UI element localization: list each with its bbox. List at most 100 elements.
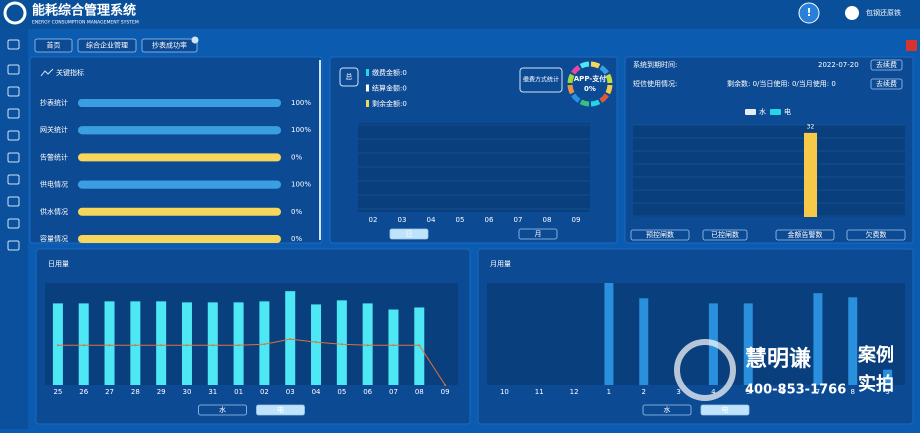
donut-label: APP-支付 <box>574 74 606 83</box>
panel-title: 关键指标 <box>56 68 84 77</box>
close-all-button[interactable] <box>906 40 917 51</box>
bar <box>285 291 296 385</box>
tab-close[interactable] <box>191 36 199 44</box>
bar-value: 32 <box>807 123 815 130</box>
button[interactable] <box>642 404 692 416</box>
tab[interactable] <box>77 38 137 53</box>
category-button[interactable] <box>775 229 835 241</box>
indicator-label: 容量情况 <box>40 234 68 243</box>
nav-icon[interactable] <box>7 39 20 50</box>
button[interactable] <box>870 59 903 71</box>
line-point <box>289 338 292 341</box>
legend-label: 缴费金额:0 <box>372 68 407 77</box>
indicator-value: 100% <box>291 181 311 189</box>
nav-icon[interactable] <box>7 152 20 163</box>
tab[interactable] <box>34 38 73 53</box>
line-point <box>211 344 214 347</box>
nav-icon[interactable] <box>7 130 20 141</box>
x-tick-label: 12 <box>570 388 579 396</box>
line-point <box>108 344 111 347</box>
watermark-logo <box>674 339 736 401</box>
indicator-label: 网关统计 <box>40 125 68 134</box>
x-tick-label: 2 <box>642 388 646 396</box>
x-tick-label: 25 <box>53 388 62 396</box>
indicator-value: 100% <box>291 126 311 134</box>
notification-icon: ! <box>806 6 811 19</box>
line-point <box>56 344 59 347</box>
indicator-label: 抄表统计 <box>40 98 68 107</box>
bar <box>813 293 823 385</box>
bar <box>414 307 425 385</box>
button[interactable] <box>518 228 558 240</box>
nav-icon[interactable] <box>7 240 20 251</box>
x-tick-label: 02 <box>369 216 378 224</box>
method-title: 缴费方式统计 <box>523 76 559 84</box>
tab-label: 抄表成功率 <box>152 41 187 50</box>
line-point <box>237 344 240 347</box>
bar <box>78 303 89 385</box>
x-tick-label: 05 <box>456 216 465 224</box>
button[interactable] <box>198 404 247 416</box>
nav-icon[interactable] <box>7 108 20 119</box>
line-point <box>134 344 137 347</box>
bar <box>156 301 167 385</box>
donut-segment <box>605 84 613 95</box>
bar <box>130 301 141 385</box>
nav-icon[interactable] <box>7 64 20 75</box>
watermark-tag: 实拍 <box>858 373 894 395</box>
total-label: 总 <box>346 72 353 81</box>
logo <box>3 1 27 25</box>
user-name[interactable]: 包钢还原铁 <box>866 8 901 17</box>
line-point <box>82 344 85 347</box>
x-tick-label: 9 <box>885 388 889 396</box>
category-button[interactable] <box>630 229 690 241</box>
button[interactable] <box>256 404 305 416</box>
button[interactable] <box>700 404 750 416</box>
donut-segment <box>567 84 575 95</box>
donut-segment <box>579 61 590 69</box>
notification-button[interactable] <box>798 2 820 24</box>
category-button[interactable] <box>846 229 906 241</box>
x-tick-label: 06 <box>485 216 494 224</box>
nav-icon[interactable] <box>7 174 20 185</box>
button-label: 水 <box>219 405 226 414</box>
bar <box>639 298 649 385</box>
bar <box>883 369 893 385</box>
donut-value: 0% <box>584 85 596 93</box>
method-box <box>519 67 563 93</box>
button-label: 水 <box>664 405 671 414</box>
nav-icon[interactable] <box>7 218 20 229</box>
x-tick-label: 07 <box>514 216 523 224</box>
category-button-label: 欠费数 <box>866 230 887 239</box>
app-title: 能耗综合管理系统 <box>32 3 136 19</box>
x-tick-label: 08 <box>543 216 552 224</box>
legend-swatch <box>745 109 756 115</box>
indicator-label: 供水情况 <box>40 207 68 216</box>
nav-icon[interactable] <box>7 196 20 207</box>
x-tick-label: 31 <box>208 388 217 396</box>
line-point <box>315 341 318 344</box>
button-label: 电 <box>722 405 729 414</box>
line-point <box>392 344 395 347</box>
tab[interactable] <box>141 38 198 53</box>
tab-label: 首页 <box>47 41 61 50</box>
donut-segment <box>579 99 590 107</box>
donut-segment <box>590 99 601 107</box>
user-avatar[interactable] <box>845 6 859 20</box>
x-tick-label: 6 <box>781 388 786 396</box>
category-button[interactable] <box>702 229 748 241</box>
legend-swatch <box>366 69 369 76</box>
button-label: 去续费 <box>876 79 897 88</box>
plot-area <box>633 125 905 217</box>
button[interactable] <box>870 78 903 90</box>
donut-segment <box>599 65 609 75</box>
x-tick-label: 30 <box>183 388 192 396</box>
bar <box>604 283 614 385</box>
button[interactable] <box>389 228 429 240</box>
x-tick-label: 1 <box>607 388 611 396</box>
nav-icon[interactable] <box>7 86 20 97</box>
x-tick-label: 09 <box>572 216 581 224</box>
line-point <box>444 384 447 386</box>
line-point <box>263 343 266 346</box>
sms-label: 短信使用情况: <box>633 79 677 88</box>
